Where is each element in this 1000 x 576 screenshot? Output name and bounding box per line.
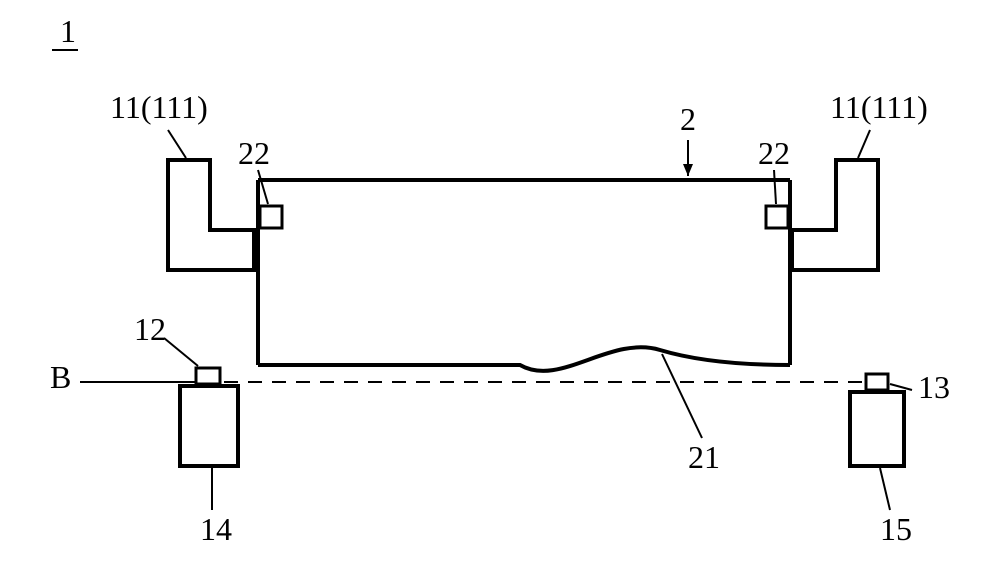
svg-text:11(111): 11(111): [110, 89, 208, 125]
background: [0, 0, 1000, 576]
svg-text:14: 14: [200, 511, 232, 547]
svg-text:21: 21: [688, 439, 720, 475]
svg-text:1: 1: [60, 13, 76, 49]
svg-text:2: 2: [680, 101, 696, 137]
svg-text:11(111): 11(111): [830, 89, 928, 125]
technical-diagram: 1 B 2 21 22 22 11(111) 11(111) 12 14 13 15: [0, 0, 1000, 576]
svg-text:22: 22: [238, 135, 270, 171]
svg-text:22: 22: [758, 135, 790, 171]
svg-text:15: 15: [880, 511, 912, 547]
svg-text:13: 13: [918, 369, 950, 405]
svg-text:12: 12: [134, 311, 166, 347]
svg-text:B: B: [50, 359, 71, 395]
